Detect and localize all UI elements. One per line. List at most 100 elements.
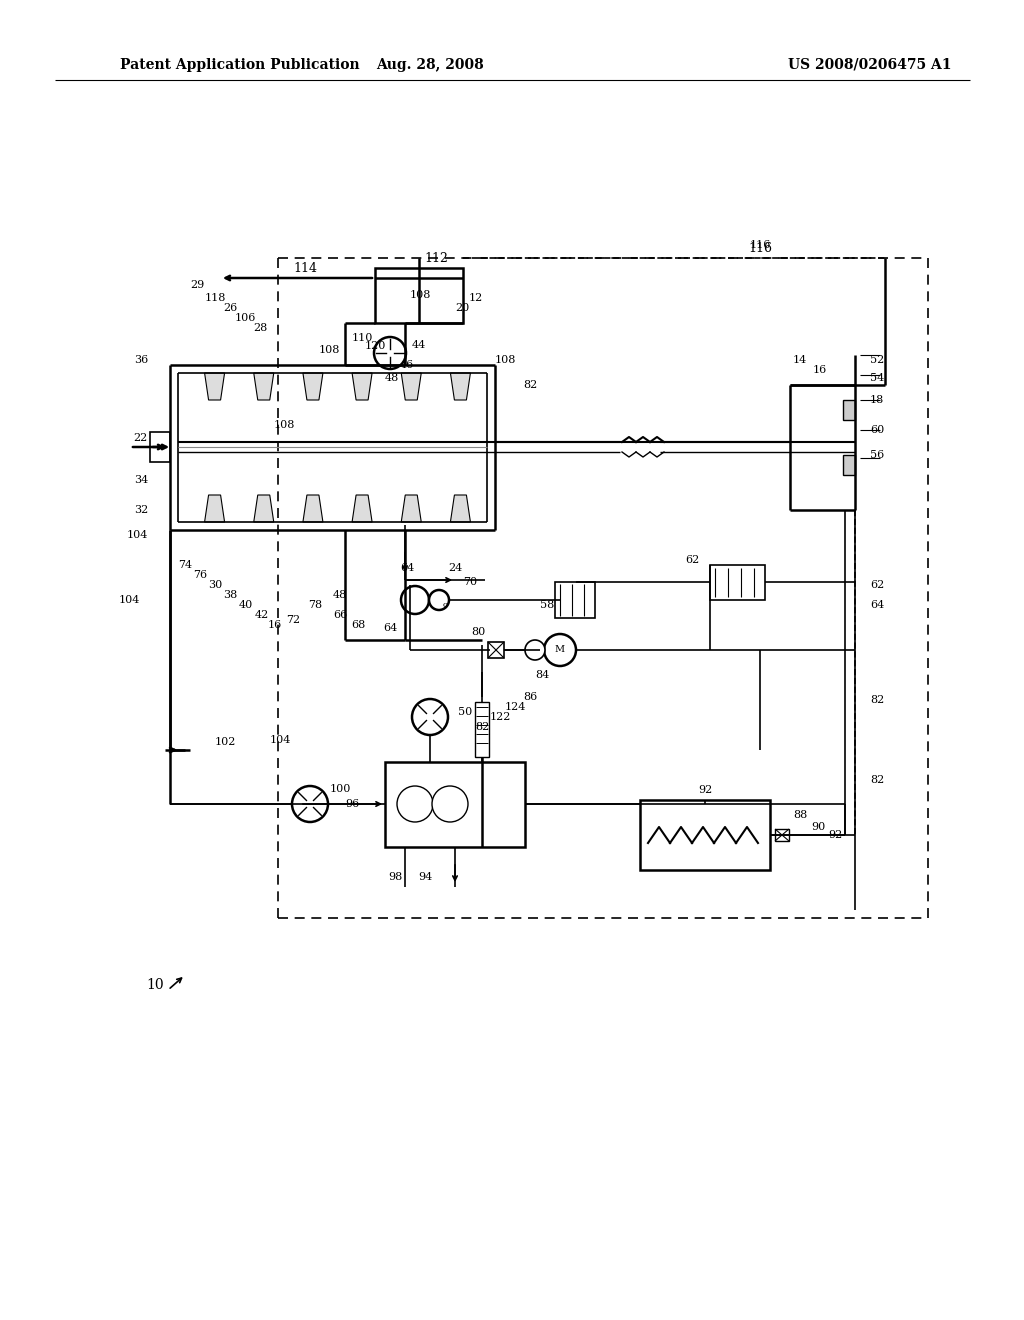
Text: 104: 104: [269, 735, 291, 744]
Polygon shape: [303, 374, 323, 400]
Text: 29: 29: [189, 280, 204, 290]
Text: 28: 28: [253, 323, 267, 333]
Text: 48: 48: [333, 590, 347, 601]
Text: 108: 108: [273, 420, 295, 430]
Bar: [150, 432, 170, 462]
Circle shape: [429, 590, 449, 610]
Text: 70: 70: [463, 577, 477, 587]
Polygon shape: [303, 495, 323, 521]
Text: US 2008/0206475 A1: US 2008/0206475 A1: [788, 58, 951, 73]
Text: 14: 14: [793, 355, 807, 366]
Text: 24: 24: [447, 564, 462, 573]
Text: 94: 94: [418, 873, 432, 882]
Polygon shape: [254, 374, 273, 400]
Text: 38: 38: [223, 590, 238, 601]
Text: 80: 80: [471, 627, 485, 638]
Text: 20: 20: [455, 304, 469, 313]
Text: 30: 30: [208, 579, 222, 590]
Text: 106: 106: [234, 313, 256, 323]
Bar: [475, 702, 489, 756]
Text: 62: 62: [686, 554, 700, 565]
Text: 56: 56: [870, 450, 885, 459]
Text: 88: 88: [793, 810, 807, 820]
Text: 82: 82: [475, 722, 489, 733]
Text: 22: 22: [134, 433, 148, 444]
Text: 116: 116: [750, 240, 771, 249]
Text: 92: 92: [827, 830, 842, 840]
Polygon shape: [254, 495, 273, 521]
Text: o: o: [442, 601, 447, 609]
Text: 100: 100: [330, 784, 350, 795]
Text: 58: 58: [540, 601, 554, 610]
Text: 90: 90: [811, 822, 825, 832]
Text: 82: 82: [870, 775, 885, 785]
Text: 60: 60: [870, 425, 885, 436]
Bar: [775, 829, 790, 841]
Text: 62: 62: [870, 579, 885, 590]
Text: 32: 32: [134, 506, 148, 515]
Text: 72: 72: [286, 615, 300, 624]
Text: 52: 52: [870, 355, 885, 366]
Text: 82: 82: [523, 380, 538, 389]
Text: 12: 12: [469, 293, 483, 304]
Text: 108: 108: [410, 290, 431, 300]
Bar: [710, 565, 765, 601]
Text: 68: 68: [351, 620, 366, 630]
Text: 96: 96: [346, 799, 360, 809]
Polygon shape: [352, 374, 372, 400]
Text: 104: 104: [119, 595, 140, 605]
Text: 92: 92: [698, 785, 712, 795]
Text: 108: 108: [495, 355, 516, 366]
Text: 64: 64: [400, 564, 414, 573]
Text: 110: 110: [351, 333, 373, 343]
Text: 64: 64: [383, 623, 397, 634]
Text: 50: 50: [458, 708, 472, 717]
Text: 104: 104: [127, 531, 148, 540]
Text: 122: 122: [489, 711, 511, 722]
Polygon shape: [352, 495, 372, 521]
Text: 84: 84: [535, 671, 549, 680]
Text: 18: 18: [870, 395, 885, 405]
Text: 34: 34: [134, 475, 148, 484]
Circle shape: [401, 586, 429, 614]
Text: 48: 48: [385, 374, 399, 383]
Text: 74: 74: [178, 560, 193, 570]
Bar: [375, 268, 463, 323]
Text: 10: 10: [146, 978, 164, 993]
Text: 42: 42: [255, 610, 269, 620]
Text: 78: 78: [308, 601, 323, 610]
Text: 82: 82: [870, 696, 885, 705]
Text: 112: 112: [424, 252, 447, 264]
Text: 54: 54: [870, 374, 885, 383]
Text: 118: 118: [205, 293, 225, 304]
Circle shape: [432, 785, 468, 822]
Polygon shape: [451, 374, 470, 400]
Bar: [555, 582, 595, 618]
Text: 66: 66: [333, 610, 347, 620]
Polygon shape: [451, 495, 470, 521]
Text: 102: 102: [214, 737, 236, 747]
Circle shape: [544, 634, 575, 667]
Text: 64: 64: [870, 601, 885, 610]
Text: 16: 16: [813, 366, 827, 375]
Text: 44: 44: [412, 341, 426, 350]
Text: 116: 116: [748, 242, 772, 255]
Text: 114: 114: [293, 261, 317, 275]
Polygon shape: [205, 374, 224, 400]
Polygon shape: [401, 374, 421, 400]
Circle shape: [525, 640, 545, 660]
Text: 36: 36: [134, 355, 148, 366]
Text: 26: 26: [223, 304, 238, 313]
Bar: [488, 642, 504, 657]
Text: 86: 86: [523, 692, 538, 702]
Text: 76: 76: [193, 570, 207, 579]
Circle shape: [374, 337, 406, 370]
Polygon shape: [205, 495, 224, 521]
Text: 98: 98: [388, 873, 402, 882]
Text: 108: 108: [318, 345, 340, 355]
Text: 40: 40: [239, 601, 253, 610]
Text: 46: 46: [400, 360, 415, 370]
Polygon shape: [401, 495, 421, 521]
Text: Aug. 28, 2008: Aug. 28, 2008: [376, 58, 484, 73]
Bar: [843, 455, 855, 475]
